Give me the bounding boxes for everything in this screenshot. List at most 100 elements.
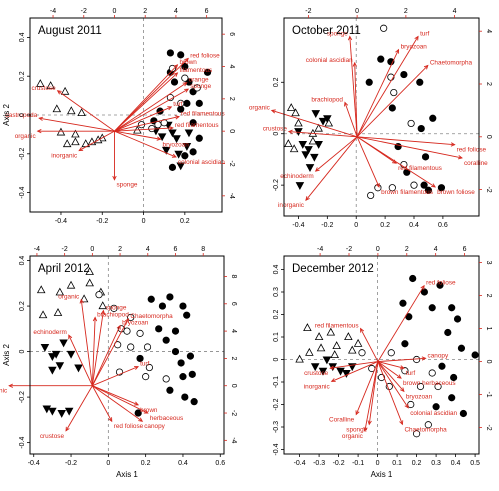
data-point [416, 78, 424, 86]
data-point [57, 410, 66, 418]
vector-arrowhead [168, 125, 174, 131]
data-point [448, 394, 456, 402]
vector-arrow [377, 357, 426, 363]
vector-arrowhead [355, 410, 360, 416]
data-point [53, 308, 63, 316]
data-point [457, 344, 466, 352]
data-point [434, 382, 442, 391]
data-point [87, 137, 97, 146]
x-tick-label: 0.2 [380, 222, 390, 229]
data-point [344, 332, 353, 341]
vector-arrowhead [143, 409, 149, 414]
data-point [42, 405, 52, 414]
data-point [71, 137, 80, 146]
data-point [438, 362, 446, 370]
vector-arrow [65, 385, 93, 432]
y-tick-label: 0.1 [273, 332, 280, 342]
data-point [412, 430, 421, 438]
right-tick-label: 8 [230, 275, 237, 279]
data-point [55, 362, 65, 371]
vector-arrow [114, 82, 187, 132]
vector-label: crustose [304, 370, 329, 377]
data-point [62, 139, 72, 148]
data-point [301, 151, 310, 160]
vector-arrow [356, 65, 429, 138]
vector-label: red foliose [114, 423, 144, 430]
right-tick-label: 6 [228, 32, 235, 36]
data-point [79, 294, 89, 303]
top-tick-label: 6 [205, 8, 209, 15]
vector-arrowhead [314, 167, 320, 172]
vector-label: inorganic [0, 388, 8, 395]
right-tick-label: -2 [485, 186, 492, 192]
top-tick-label: 2 [143, 8, 147, 15]
data-point [183, 99, 191, 107]
vector-arrow [330, 361, 378, 369]
data-point [40, 344, 50, 352]
vector-label: echinoderm [33, 329, 66, 336]
vector-arrowhead [395, 48, 400, 54]
x-tick-label: -0.2 [333, 460, 345, 467]
right-tick-label: 2 [485, 294, 492, 298]
vector-arrowhead [360, 327, 365, 333]
y-tick-label: 0.4 [19, 32, 26, 42]
vector-label: inorganic [304, 383, 331, 390]
y-tick-label: 0 [273, 357, 280, 361]
vector-arrow [92, 366, 139, 387]
vector-arrow [114, 127, 173, 132]
data-point [85, 267, 94, 275]
vector-label: organic [58, 294, 80, 301]
right-tick-label: 4 [485, 29, 492, 33]
x-tick-label: 0 [376, 460, 380, 467]
data-point [195, 134, 203, 142]
vector-arrow [114, 64, 178, 132]
right-tick-label: 3 [485, 261, 492, 265]
data-point [298, 140, 308, 149]
right-tick-label: 0 [485, 135, 492, 139]
data-point [162, 336, 170, 344]
vector-arrowhead [420, 284, 425, 290]
vector-label: sponge [327, 30, 348, 37]
vector-arrowhead [367, 420, 372, 426]
vector-arrowhead [38, 116, 44, 121]
data-point [336, 367, 345, 376]
vector-label: sponge [190, 83, 211, 90]
data-point [324, 118, 334, 127]
top-tick-label: 4 [453, 8, 457, 15]
data-point [358, 349, 366, 357]
data-point [127, 343, 135, 351]
chart-panel-1: red foliosebrownfilamentousorangesponget… [2, 8, 235, 225]
x-axis-label: Axis 1 [116, 470, 138, 479]
panel-title: April 2012 [38, 263, 90, 275]
data-point [189, 148, 197, 156]
top-tick-label: 0 [355, 8, 359, 15]
data-point [421, 153, 430, 161]
chart-panel-2: sponge bryozoan turf Chaetomorpha colonial a… [249, 8, 492, 229]
data-point [59, 339, 68, 348]
y-tick-label: 0.2 [273, 310, 280, 320]
vector-arrow [114, 130, 161, 140]
vector-arrowhead [399, 365, 405, 370]
vector-label: Coralline [329, 416, 355, 423]
vector-label: brown herbaceous [403, 380, 456, 387]
x-tick-label: -0.3 [313, 460, 325, 467]
data-point [400, 70, 408, 79]
right-tick-label: 4 [230, 329, 237, 333]
x-axis-label: Axis 1 [371, 470, 393, 479]
data-point [295, 182, 305, 190]
data-point [318, 117, 328, 126]
plot-frame [29, 255, 225, 455]
vector-arrowhead [68, 334, 73, 340]
vector-arrow [349, 36, 358, 137]
vector-arrowhead [124, 317, 129, 323]
vector-arrowhead [184, 88, 190, 93]
x-tick-label: 0.1 [392, 460, 402, 467]
y-tick-label: -0.4 [19, 436, 26, 448]
data-point [157, 133, 167, 142]
data-point [305, 164, 315, 172]
vector-arrowhead [431, 183, 436, 188]
vector-arrow [377, 361, 409, 409]
vector-label: inorganic [278, 202, 305, 209]
data-point [176, 162, 185, 171]
